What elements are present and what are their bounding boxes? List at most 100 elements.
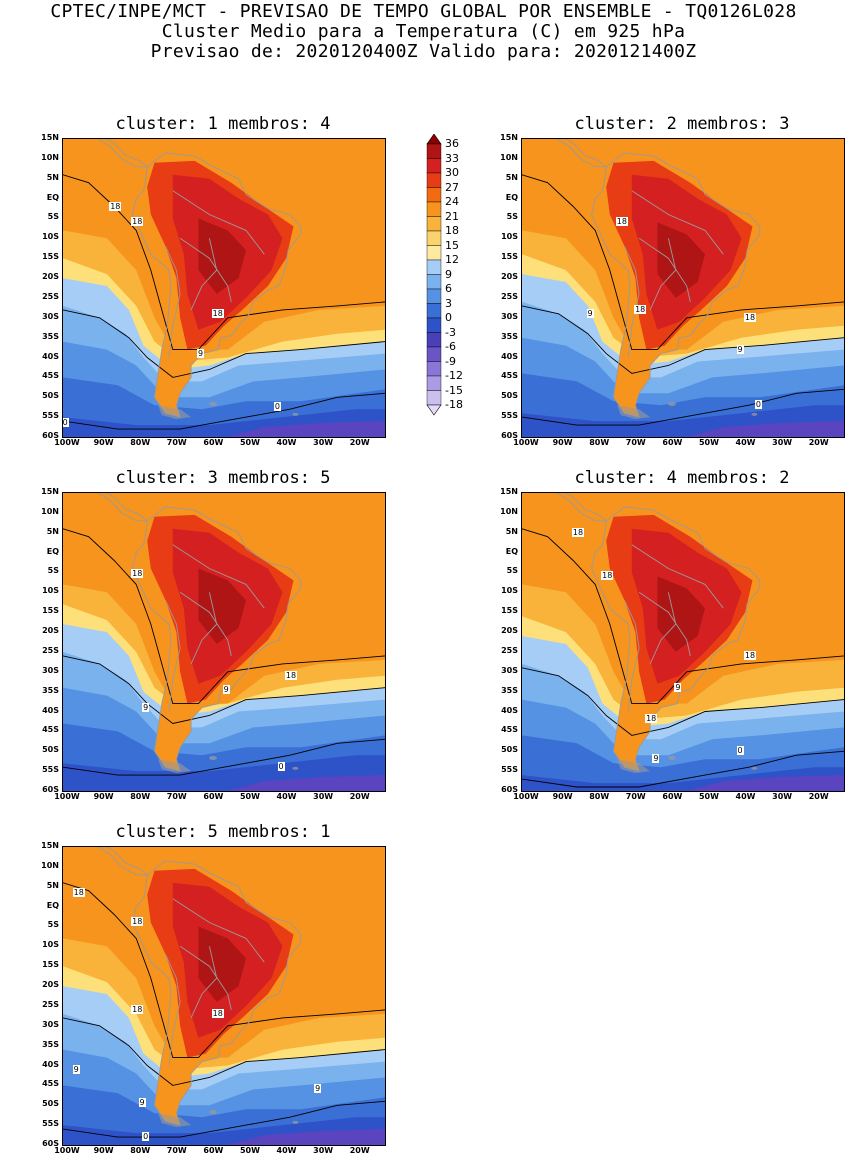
lat-tick-label: 35S bbox=[42, 331, 59, 341]
contour-label: 18 bbox=[571, 527, 585, 537]
contour-label: 18 bbox=[131, 1004, 144, 1014]
colorbar-segment bbox=[426, 158, 442, 174]
panel-5-title: cluster: 5 membros: 1 bbox=[115, 822, 331, 842]
contour-label: 18 bbox=[131, 569, 144, 579]
lon-tick-label: 80W bbox=[130, 792, 151, 801]
lon-tick-label: 70W bbox=[166, 438, 187, 447]
contour-label: 18 bbox=[645, 714, 658, 724]
lon-tick-label: 90W bbox=[93, 792, 114, 801]
contour-label: 18 bbox=[109, 201, 122, 211]
tierra-del-fuego bbox=[158, 405, 192, 420]
panel-3-title: cluster: 3 membros: 5 bbox=[115, 468, 331, 488]
contour-label: 18 bbox=[634, 304, 647, 314]
tierra-del-fuego bbox=[158, 1113, 192, 1128]
colorbar-tick-label: 3 bbox=[445, 296, 452, 310]
colorbar-tick-label: 27 bbox=[445, 180, 459, 194]
lon-tick-label: 90W bbox=[552, 438, 573, 447]
lat-tick-label: 25S bbox=[42, 291, 59, 301]
lon-tick-label: 50W bbox=[698, 438, 719, 447]
lon-tick-label: 80W bbox=[130, 438, 151, 447]
colorbar-segment bbox=[426, 187, 442, 203]
border-west bbox=[190, 946, 218, 1019]
panel-1-temperature-field bbox=[63, 139, 385, 437]
colorbar-tick-label: -12 bbox=[445, 369, 463, 382]
lat-tick-label: 45S bbox=[42, 371, 59, 381]
contour-9-line bbox=[63, 1017, 385, 1086]
lon-tick-label: 60W bbox=[662, 792, 683, 801]
border-north bbox=[172, 898, 265, 963]
contour-label: 18 bbox=[211, 1008, 224, 1018]
lon-tick-label: 70W bbox=[625, 438, 646, 447]
lon-tick-label: 60W bbox=[662, 438, 683, 447]
contour-18-line bbox=[63, 528, 385, 705]
contour-18-line bbox=[63, 882, 385, 1059]
lat-tick-label: 45S bbox=[501, 371, 518, 381]
colorbar-tick-label: 9 bbox=[445, 267, 452, 281]
lon-tick-label: 90W bbox=[93, 1146, 114, 1155]
contour-18-line bbox=[522, 174, 844, 351]
polar-cold-pool bbox=[227, 775, 385, 791]
colorbar-segment bbox=[426, 288, 442, 304]
colorbar-tick-label: 21 bbox=[445, 209, 459, 223]
coastline bbox=[591, 152, 761, 418]
contour-0-line bbox=[63, 1100, 385, 1138]
polar-cold-pool bbox=[686, 775, 844, 791]
lat-tick-label: 25S bbox=[42, 645, 59, 655]
contour-0-line bbox=[63, 738, 385, 776]
lon-tick-label: 40W bbox=[276, 438, 297, 447]
border-north bbox=[631, 190, 724, 255]
lat-tick-label: 50S bbox=[42, 745, 59, 755]
lon-tick-label: 20W bbox=[808, 792, 829, 801]
lat-tick-label: 15N bbox=[500, 487, 518, 496]
lon-tick-label: 20W bbox=[349, 792, 370, 801]
colorbar-tick-label: 33 bbox=[445, 151, 459, 165]
header-line-1: CPTEC/INPE/MCT - PREVISAO DE TEMPO GLOBA… bbox=[50, 1, 797, 22]
lon-tick-label: 70W bbox=[166, 792, 187, 801]
lat-tick-label: 20S bbox=[501, 626, 518, 636]
lon-tick-label: 40W bbox=[735, 792, 756, 801]
colorbar-segment bbox=[426, 346, 442, 362]
lon-tick-label: 30W bbox=[772, 792, 793, 801]
lat-tick-label: 25S bbox=[42, 999, 59, 1009]
contour-0-line bbox=[522, 388, 844, 426]
lat-tick-label: 25S bbox=[501, 645, 518, 655]
lat-tick-label: 15S bbox=[501, 606, 518, 616]
contour-label: 18 bbox=[743, 312, 757, 322]
colorbar-tick-label: 0 bbox=[445, 311, 452, 324]
colorbar-tick-label: 36 bbox=[445, 137, 459, 150]
lat-tick-label: 60S bbox=[42, 785, 59, 794]
lon-tick-label: 60W bbox=[203, 438, 224, 447]
lat-tick-label: 45S bbox=[501, 725, 518, 735]
central-america-coast bbox=[97, 847, 149, 876]
falklands bbox=[668, 402, 677, 407]
land-30-core bbox=[198, 926, 246, 1002]
lat-tick-label: EQ bbox=[46, 546, 59, 556]
contour-label: 9 bbox=[314, 1084, 322, 1094]
contour-label: 9 bbox=[674, 682, 682, 692]
border-west bbox=[649, 238, 677, 311]
lat-tick-label: 10N bbox=[500, 506, 518, 516]
lon-tick-label: 40W bbox=[276, 1146, 297, 1155]
lat-tick-label: 15S bbox=[42, 960, 59, 970]
lat-tick-label: 60S bbox=[501, 431, 518, 440]
border-north bbox=[172, 190, 265, 255]
lat-tick-label: EQ bbox=[505, 192, 518, 202]
lon-tick-label: 90W bbox=[552, 792, 573, 801]
lat-tick-label: 55S bbox=[501, 411, 518, 421]
lat-tick-label: 15N bbox=[41, 133, 59, 142]
panel-4-map: 18 18 18 18 9 9 0 bbox=[521, 492, 845, 792]
lat-tick-label: 40S bbox=[42, 1059, 59, 1069]
polar-cold-pool bbox=[227, 1129, 385, 1145]
panel-2-map: 18 18 18 9 9 0 bbox=[521, 138, 845, 438]
lon-tick-label: 50W bbox=[239, 792, 260, 801]
colorbar-segment bbox=[426, 332, 442, 348]
lat-tick-label: 50S bbox=[42, 391, 59, 401]
header-line-2: Cluster Medio para a Temperatura (C) em … bbox=[161, 21, 686, 42]
panel-4-temperature-field bbox=[522, 493, 844, 791]
contour-label: 0 bbox=[277, 762, 285, 772]
border-central bbox=[179, 591, 232, 656]
south-georgia bbox=[751, 766, 758, 770]
lat-tick-label: 10S bbox=[501, 232, 518, 242]
panel-2-title: cluster: 2 membros: 3 bbox=[574, 114, 790, 134]
south-georgia bbox=[751, 412, 758, 416]
